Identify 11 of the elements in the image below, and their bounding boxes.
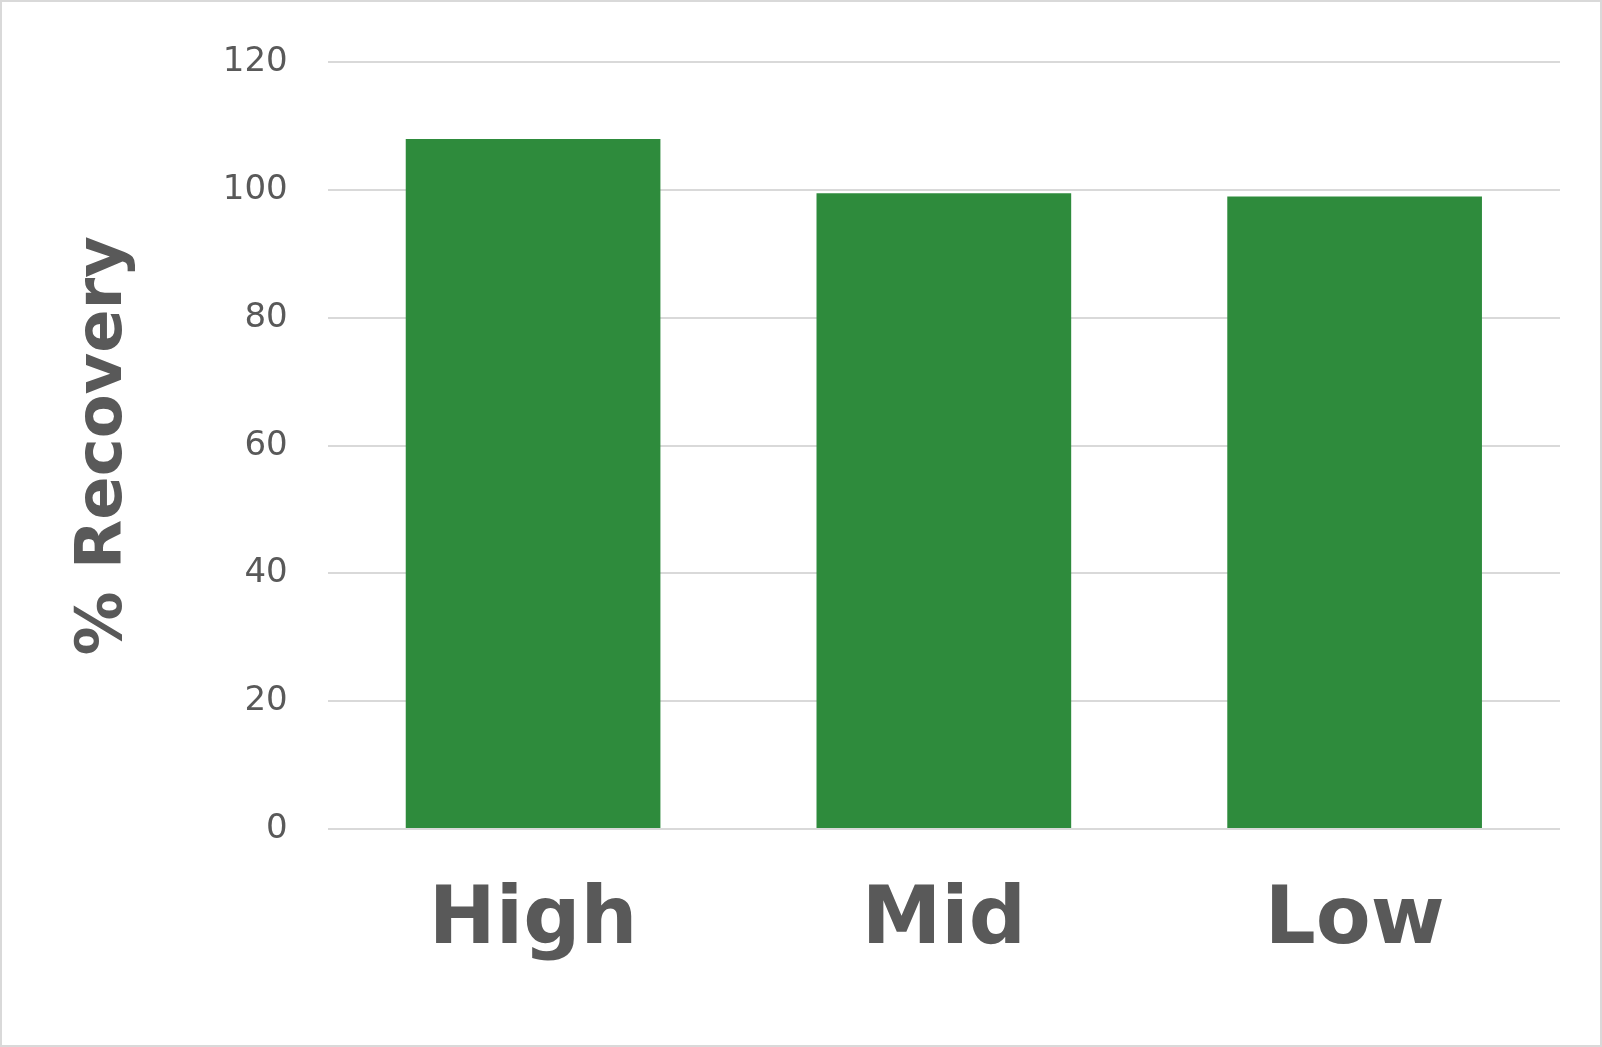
y-tick-label: 20 <box>244 678 288 719</box>
y-tick-label: 0 <box>266 805 288 846</box>
y-tick-label: 100 <box>222 166 288 207</box>
x-tick-label: High <box>428 868 638 962</box>
y-axis-title: % Recovery <box>62 236 137 656</box>
y-tick-label: 60 <box>244 422 288 463</box>
x-tick-label: Mid <box>861 868 1026 962</box>
y-tick-label: 120 <box>222 39 288 80</box>
y-tick-label: 80 <box>244 294 288 335</box>
y-tick-label: 40 <box>244 550 288 591</box>
x-tick-label: Low <box>1264 868 1445 962</box>
